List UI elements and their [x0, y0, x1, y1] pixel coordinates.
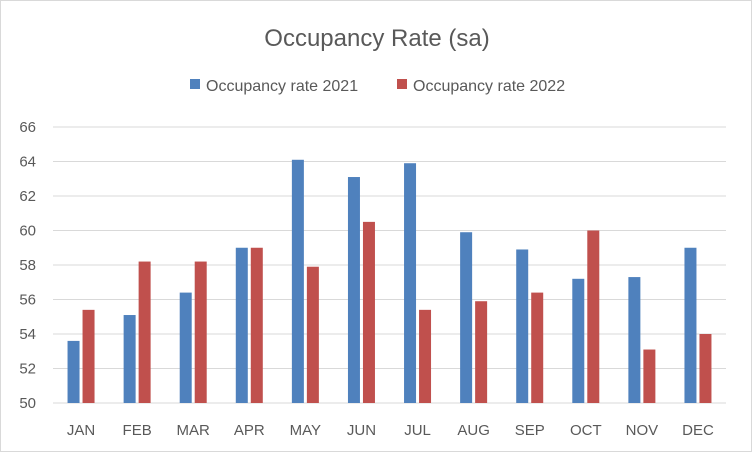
bar-jul-2021 — [404, 163, 417, 403]
x-tick-label: SEP — [515, 422, 545, 439]
y-tick-label: 56 — [19, 292, 36, 309]
y-tick-label: 54 — [19, 326, 36, 343]
bar-oct-2021 — [572, 278, 585, 403]
bar-apr-2022 — [250, 247, 263, 403]
legend-swatch-2022 — [397, 79, 407, 89]
x-axis-ticks: JAN FEB MAR APR MAY JUN JUL AUG SEP OCT NOV DEC — [67, 422, 714, 439]
x-tick-label: OCT — [570, 422, 602, 439]
y-tick-label: 62 — [19, 188, 36, 205]
legend: Occupancy rate 2021 Occupancy rate 2022 — [190, 78, 565, 95]
bar-jun-2021 — [347, 177, 360, 403]
y-tick-label: 58 — [19, 257, 36, 274]
bar-dec-2021 — [684, 247, 697, 403]
x-tick-label: DEC — [682, 422, 714, 439]
bar-feb-2022 — [138, 261, 151, 403]
chart-title: Occupancy Rate (sa) — [264, 25, 489, 52]
bar-may-2021 — [291, 159, 304, 403]
bar-aug-2022 — [475, 301, 488, 403]
bar-jul-2022 — [419, 309, 432, 403]
y-tick-label: 64 — [19, 154, 36, 171]
x-tick-label: JUN — [347, 422, 376, 439]
legend-label-2021: Occupancy rate 2021 — [206, 78, 358, 95]
bars — [67, 159, 712, 403]
bar-nov-2021 — [628, 277, 641, 403]
y-tick-label: 66 — [19, 119, 36, 136]
grid-lines — [53, 126, 726, 404]
legend-label-2022: Occupancy rate 2022 — [413, 78, 565, 95]
bar-sep-2022 — [531, 292, 544, 403]
y-tick-label: 50 — [19, 395, 36, 412]
bar-may-2022 — [306, 266, 319, 403]
bar-jun-2022 — [362, 221, 375, 403]
bar-nov-2022 — [643, 349, 656, 403]
bar-jan-2021 — [67, 340, 80, 403]
x-tick-label: AUG — [457, 422, 490, 439]
bar-sep-2021 — [516, 249, 529, 403]
bar-aug-2021 — [460, 232, 473, 403]
legend-swatch-2021 — [190, 79, 200, 89]
y-tick-label: 60 — [19, 223, 36, 240]
x-tick-label: JUL — [404, 422, 431, 439]
bar-apr-2021 — [235, 247, 248, 403]
bar-mar-2021 — [179, 292, 192, 403]
y-tick-label: 52 — [19, 361, 36, 378]
bar-oct-2022 — [587, 230, 600, 403]
x-tick-label: NOV — [626, 422, 659, 439]
bar-jan-2022 — [82, 309, 95, 403]
bar-dec-2022 — [699, 334, 712, 403]
y-axis-ticks: 50 52 54 56 58 60 62 64 66 — [19, 119, 36, 412]
x-tick-label: MAY — [290, 422, 321, 439]
x-tick-label: FEB — [123, 422, 152, 439]
x-tick-label: MAR — [177, 422, 211, 439]
bar-mar-2022 — [194, 261, 207, 403]
bar-feb-2021 — [123, 315, 136, 403]
x-tick-label: JAN — [67, 422, 95, 439]
x-tick-label: APR — [234, 422, 265, 439]
